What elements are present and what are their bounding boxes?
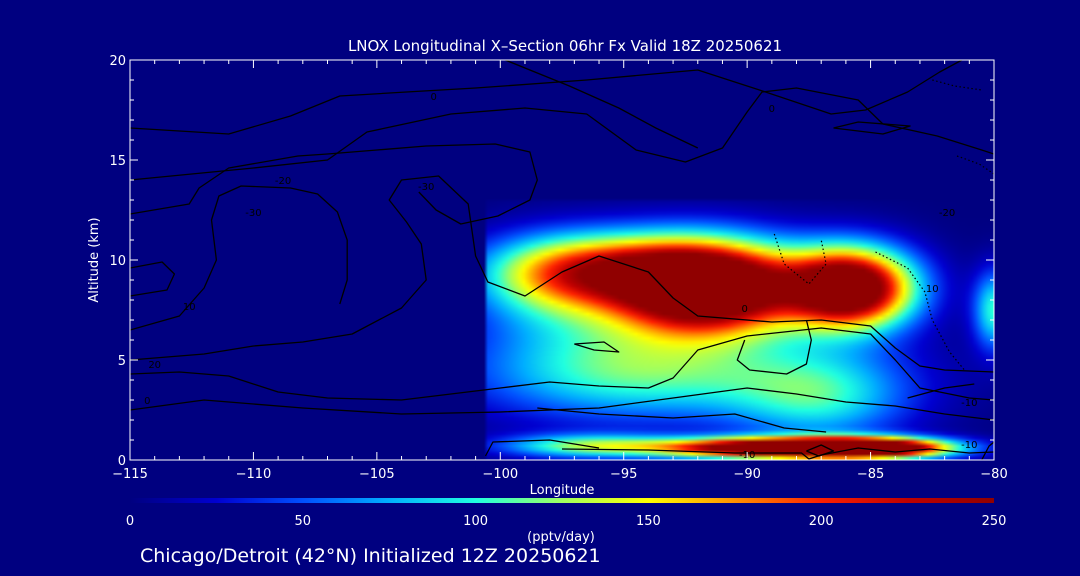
x-tick-label: −80 [980,467,1007,482]
y-tick-label: 15 [109,154,126,169]
contour-line [504,60,699,149]
colorbar-tick-label: 250 [982,514,1007,529]
y-axis: 0 5 10 15 20 [109,54,994,469]
colorbar-tick-label: 200 [809,514,834,529]
contour-label: 0 [144,396,150,407]
contour-label: 0 [741,304,747,315]
contour-label: -10 [961,440,977,451]
x-axis-label: Longitude [530,483,595,498]
x-tick-label: −95 [610,467,637,482]
contour-line [981,441,994,460]
contour-line [130,261,176,297]
contour-label: 0 [769,104,775,115]
y-tick-label: 20 [109,54,126,69]
colorbar-tick-label: 150 [636,514,661,529]
contour-line [574,341,620,353]
contour-label: 0 [430,92,436,103]
contour-line [907,383,975,399]
x-tick-label: −85 [857,467,884,482]
contour-line [806,444,835,457]
colorbar-ticks: 0 50 100 150 200 250 [126,514,1007,529]
contour-line [130,143,538,225]
colorbar-tick-label: 50 [295,514,312,529]
contour-label: -20 [275,176,291,187]
colorbar-tick-label: 0 [126,514,134,529]
x-tick-label: −105 [359,467,395,482]
x-tick-label: −90 [733,467,760,482]
contour-label: -10 [961,398,977,409]
x-tick-label: −115 [112,467,148,482]
y-tick-label: 0 [118,454,126,469]
contour-line-dotted [773,233,827,285]
y-tick-label: 10 [109,254,126,269]
contour-label: -20 [939,208,955,219]
chart-title: LNOX Longitudinal X–Section 06hr Fx Vali… [348,37,782,55]
contour-line [130,185,348,331]
contour-line-dotted [932,79,982,91]
footer-caption: Chicago/Detroit (42°N) Initialized 12Z 2… [140,545,601,567]
contour-line [130,175,994,373]
contour-line [537,407,827,433]
contour-line [736,319,812,375]
contour-line [130,327,994,401]
contour-line [130,87,994,181]
contour-label: -30 [245,208,261,219]
colorbar-ramp [130,498,994,503]
x-tick-label: −110 [236,467,272,482]
contour-line [484,439,600,457]
contour-line [130,60,963,135]
contour-label: 20 [148,360,161,371]
contour-line [833,121,911,135]
contour-label: -30 [418,182,434,193]
y-tick-label: 5 [118,354,126,369]
colorbar-unit-label: (pptv/day) [527,530,595,545]
contour-line [130,387,994,421]
colorbar: 0 50 100 150 200 250 (pptv/day) [126,498,1007,545]
y-axis-label: Altitude (km) [87,217,102,302]
lnox-field-heatmap [130,60,994,460]
x-tick-label: −100 [482,467,518,482]
contour-lines [130,60,994,460]
colorbar-tick-label: 100 [463,514,488,529]
contour-label: 10 [183,302,196,313]
x-axis: −115 −110 −105 −100 −95 −90 −85 −80 [112,60,1008,482]
contour-label: 10 [926,284,939,295]
